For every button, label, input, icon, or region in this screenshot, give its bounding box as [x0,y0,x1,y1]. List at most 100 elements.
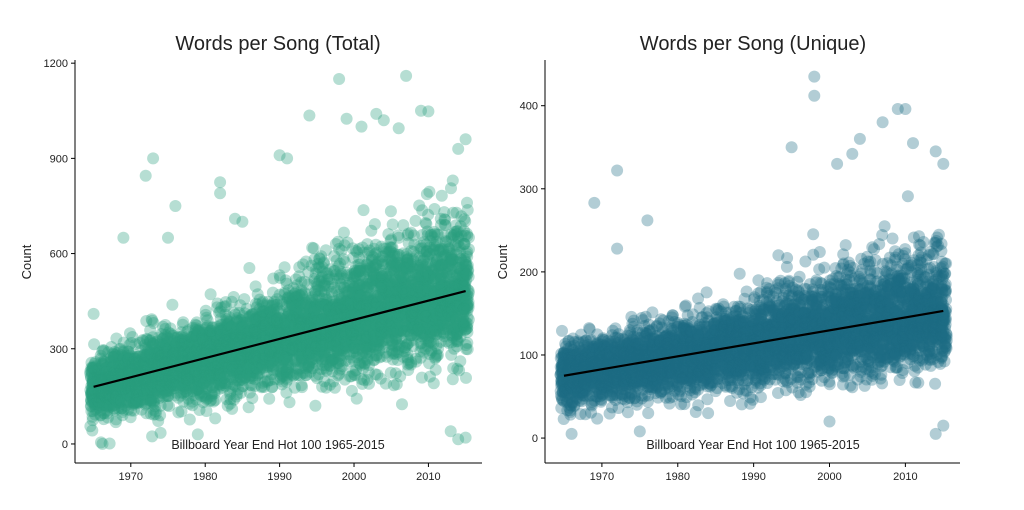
scatter-point [104,370,117,383]
scatter-point [104,366,117,379]
scatter-point [409,214,422,227]
scatter-point [89,403,102,416]
scatter-point [108,366,121,379]
scatter-point [96,358,109,371]
scatter-point [98,372,111,385]
scatter-point [105,358,118,371]
scatter-point [86,361,99,374]
scatter-point [97,398,110,411]
scatter-point [88,385,101,398]
scatter-point [95,385,108,398]
scatter-point [98,396,111,409]
scatter-point [102,371,115,384]
scatter-point [420,188,433,201]
scatter-point [84,367,97,380]
scatter-point [104,387,116,400]
scatter-point [111,369,124,382]
scatter-point [86,391,99,404]
scatter-point [92,398,105,411]
scatter-point [88,357,101,370]
scatter-point [101,411,114,424]
scatter-point [96,393,108,406]
scatter-point [95,387,108,400]
scatter-point [96,359,109,372]
scatter-point [104,399,117,412]
scatter-point [102,346,115,359]
scatter-point [101,393,114,406]
scatter-point [87,372,100,385]
scatter-point [446,174,459,187]
scatter-point [87,386,100,399]
scatter-point [99,370,112,383]
scatter-point [103,383,116,396]
scatter-point [96,383,109,396]
scatter-point [430,350,443,362]
scatter-point [337,226,350,239]
scatter-point [85,386,98,399]
scatter-point [98,367,111,380]
scatter-point [104,386,117,399]
scatter-point [109,388,122,401]
scatter-point [100,391,112,404]
scatter-point [104,390,116,403]
scatter-point [94,404,107,417]
scatter-point [100,366,113,378]
scatter-point [111,385,124,398]
scatter-point [97,398,110,411]
chart-panel-total: Words per Song (Total) Billboard Year En… [19,33,482,483]
scatter-point [99,389,112,402]
scatter-point [99,390,112,403]
scatter-point [88,384,101,397]
scatter-point [108,346,121,358]
scatter-point [85,394,97,407]
scatter-point [84,420,97,433]
scatter-point [89,398,102,411]
scatter-point [86,395,99,408]
scatter-point [328,381,341,394]
scatter-point [86,389,99,402]
scatter-point [145,313,158,326]
scatter-point [105,384,117,397]
scatter-point [88,368,101,381]
scatter-point [90,360,103,373]
scatter-point [98,385,111,398]
scatter-point [93,373,106,386]
scatter-point [99,371,112,384]
scatter-point [86,385,99,397]
scatter-point [89,383,102,396]
scatter-point [89,397,102,410]
scatter-point [112,396,125,409]
scatter-point [94,369,107,382]
scatter-point [101,387,114,400]
scatter-point [166,298,179,311]
scatter-point [86,385,99,398]
scatter-point [93,374,106,387]
scatter-point [96,370,108,383]
scatter-point [87,393,99,406]
scatter-point [84,384,97,397]
scatter-point [413,199,426,212]
scatter-point [110,357,123,369]
scatter-point [104,393,117,405]
scatter-point [86,373,99,386]
scatter-point [109,388,122,401]
scatter-point [96,389,109,402]
scatter-point [86,384,99,397]
scatter-point [91,394,104,407]
scatter-point [88,399,101,412]
scatter-point [110,369,123,382]
scatter-point [95,396,108,409]
scatter-point [105,351,118,364]
scatter-point [96,367,108,380]
scatter-point [103,381,116,394]
scatter-point [98,384,110,397]
scatter-point [111,383,123,396]
scatter-point [96,437,109,450]
scatter-point [111,349,124,362]
scatter-point [92,368,105,381]
scatter-point [88,370,101,383]
scatter-point [94,409,107,422]
scatter-point [97,356,110,368]
scatter-point [99,399,112,412]
